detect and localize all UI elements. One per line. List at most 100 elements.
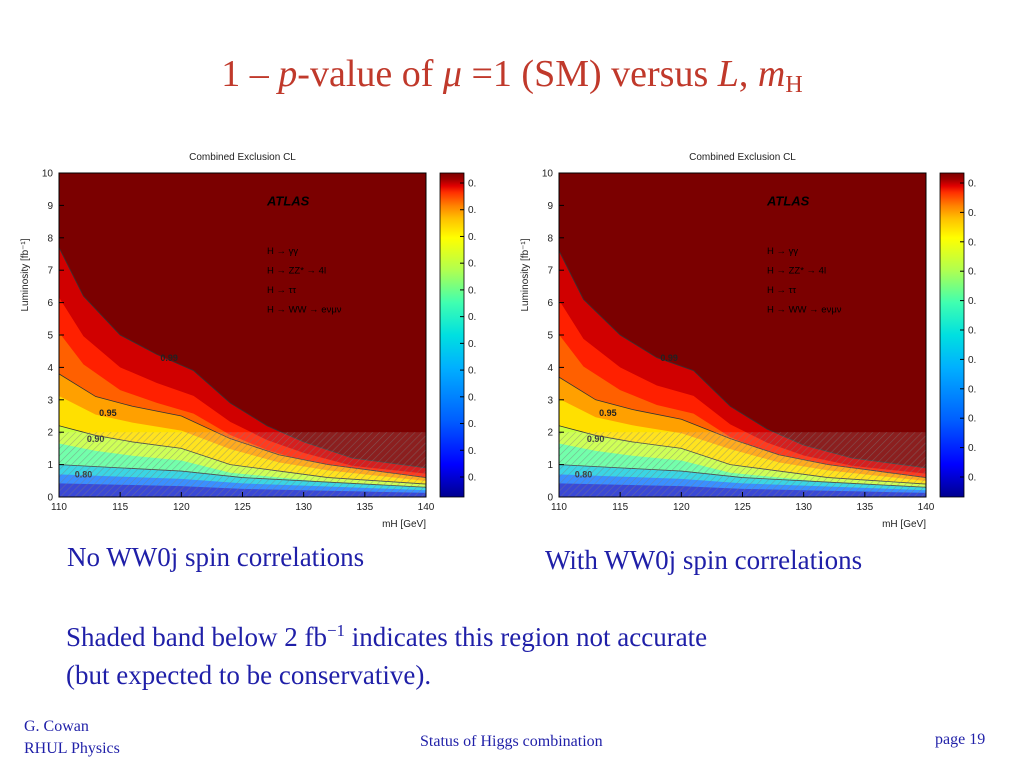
y-tick-label: 7 [547,266,553,277]
y-tick-label: 8 [547,233,553,244]
legend-channel: H → WW → eνμν [267,304,342,315]
contour-label: 0.99 [660,353,678,363]
atlas-label: ATLAS [766,193,810,208]
x-tick-label: 130 [795,502,812,513]
atlas-label: ATLAS [266,193,310,208]
chart-title: Combined Exclusion CL [689,152,796,163]
exclusion-plot-right: Combined Exclusion CL 0.99 0.95 0.90 0.80 ATL… [516,145,976,535]
legend-channel: H → ZZ* → 4l [767,265,826,276]
y-tick-label: 5 [547,331,553,342]
y-tick-label: 7 [47,266,53,277]
colorbar-tick-label: 0.95 [968,237,976,248]
y-tick-label: 0 [547,493,553,504]
y-tick-label: 5 [47,331,53,342]
shaded-band [559,432,926,497]
colorbar [439,172,465,498]
x-axis-label: mH [GeV] [882,519,926,530]
author-name: G. Cowan [24,718,89,735]
shaded-band-note: Shaded band below 2 fb−1 indicates this … [66,612,707,694]
y-tick-label: 1 [47,460,53,471]
colorbar-tick-label: 0.97 [968,208,976,219]
x-tick-label: 135 [356,502,373,513]
caption-left: No WW0j spin correlations [67,542,365,572]
colorbar-tick-label: 0.85 [968,326,976,337]
footer-talk-title: Status of Higgs combination [420,733,603,750]
shaded-band [59,432,426,497]
caption-right: With WW0j spin correlations [545,545,863,575]
colorbar [939,172,965,498]
colorbar-tick-label: 0.95 [468,259,476,270]
shaded-band-tint [559,432,926,497]
y-tick-label: 3 [547,395,553,406]
chart-title: Combined Exclusion CL [189,152,296,163]
y-tick-label: 10 [42,169,54,180]
y-tick-label: 1 [547,460,553,471]
note-line-2: (but expected to be conservative). [66,660,432,690]
y-tick-label: 3 [47,395,53,406]
legend-channel: H → γγ [267,246,298,257]
x-tick-label: 110 [551,502,567,513]
footer-page-number: page 19 [935,731,986,748]
legend-channel: H → ττ [267,285,296,296]
colorbar-tick-label: 0.62 [468,446,476,457]
colorbar-tick-label: 0.90 [468,312,476,323]
x-tick-label: 130 [295,502,312,513]
plot-area: 0.990.950.900.80 [59,173,426,497]
colorbar-tick-label: 0.98 [968,179,976,190]
colorbar-tick-label: 0.75 [468,392,476,403]
exclusion-plot-left: Combined Exclusion CL 0.99 0.95 0.90 0.80 ATL… [16,145,476,535]
colorbar-tick-label: 0.75 [968,384,976,395]
colorbar-tick-label: 0.55 [468,473,476,484]
colorbar-tick-label: 0.98 [468,205,476,216]
x-tick-label: 140 [418,502,435,513]
chart-svg: Combined Exclusion CL 0.99 0.95 0.90 0.80 ATL… [520,152,976,530]
x-tick-label: 115 [112,502,128,513]
y-tick-label: 4 [47,363,53,374]
y-tick-label: 6 [47,298,53,309]
colorbar-tick-label: 0.97 [468,232,476,243]
colorbar-tick-label: 0.85 [468,339,476,350]
colorbar-tick-label: 0.70 [468,419,476,430]
y-tick-label: 9 [47,201,53,212]
colorbar-tick-label: 0.93 [968,267,976,278]
y-tick-label: 2 [547,428,553,439]
author-affiliation: RHUL Physics [24,740,120,757]
colorbar-tick-label: 0.80 [468,366,476,377]
contour-label: 0.95 [99,408,117,418]
y-axis-label: Luminosity [fb⁻¹] [520,238,531,311]
x-tick-label: 140 [918,502,935,513]
x-tick-label: 120 [173,502,190,513]
legend-channel: H → ZZ* → 4l [267,265,326,276]
colorbar-tick-label: 0.70 [968,414,976,425]
colorbar-tick-label: 0.99 [468,179,476,190]
colorbar-tick-label: 0.62 [968,443,976,454]
x-axis-label: mH [GeV] [382,519,426,530]
slide-title: 1 – p-value of μ =1 (SM) versus L, mH [221,53,803,98]
y-tick-label: 6 [547,298,553,309]
y-tick-label: 0 [47,493,53,504]
legend-channel: H → ττ [767,285,796,296]
y-tick-label: 2 [47,428,53,439]
x-tick-label: 115 [612,502,628,513]
contour-label: 0.99 [160,353,178,363]
shaded-band-tint [59,432,426,497]
plot-area: 0.990.950.900.80 [559,173,926,497]
colorbar-tick-label: 0.90 [968,296,976,307]
note-line-1: Shaded band below 2 fb−1 indicates this … [66,621,708,652]
legend-channel: H → γγ [767,246,798,257]
y-axis-label: Luminosity [fb⁻¹] [20,238,31,311]
y-tick-label: 8 [47,233,53,244]
x-tick-label: 120 [673,502,690,513]
y-tick-label: 4 [547,363,553,374]
y-tick-label: 10 [542,169,554,180]
footer-author: G. Cowan RHUL Physics [24,716,120,760]
x-tick-label: 125 [734,502,751,513]
colorbar-tick-label: 0.55 [968,473,976,484]
y-tick-label: 9 [547,201,553,212]
colorbar-tick-label: 0.80 [968,355,976,366]
legend-channel: H → WW → eνμν [767,304,842,315]
contour-label: 0.95 [599,408,617,418]
x-tick-label: 110 [51,502,67,513]
x-tick-label: 125 [234,502,251,513]
colorbar-tick-label: 0.93 [468,285,476,296]
